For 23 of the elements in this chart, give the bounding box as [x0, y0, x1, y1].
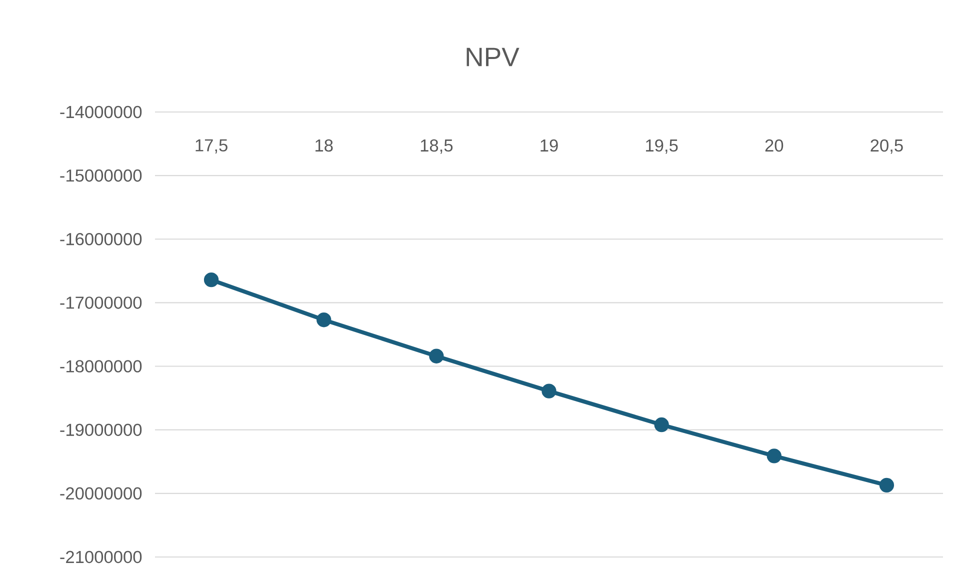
- y-tick-label: -16000000: [60, 233, 142, 246]
- x-tick-label: 18,5: [420, 139, 453, 154]
- y-tick-label: -19000000: [60, 424, 142, 436]
- y-tick-label: -15000000: [60, 169, 142, 182]
- x-tick-label: 19: [540, 139, 558, 152]
- y-tick-label: -17000000: [60, 296, 142, 309]
- y-tick-label: -20000000: [60, 487, 142, 500]
- y-tick-label: -14000000: [60, 106, 142, 118]
- point: [542, 384, 556, 398]
- y-tick-label: -21000000: [60, 550, 142, 564]
- x-tick-label: 20: [765, 139, 784, 152]
- point: [316, 312, 332, 328]
- x-tick-label: 18: [316, 139, 333, 152]
- y-tick-label: -18000000: [60, 360, 142, 372]
- point: [429, 348, 444, 364]
- point: [766, 448, 782, 464]
- x-tick-label: 19,5: [646, 139, 678, 154]
- x-tick-label: 20,5: [870, 139, 903, 154]
- point: [654, 417, 669, 432]
- chart-title: NPV: [466, 48, 520, 66]
- point: [879, 478, 894, 492]
- point: [204, 272, 219, 288]
- x-tick-label: 17,5: [196, 139, 228, 154]
